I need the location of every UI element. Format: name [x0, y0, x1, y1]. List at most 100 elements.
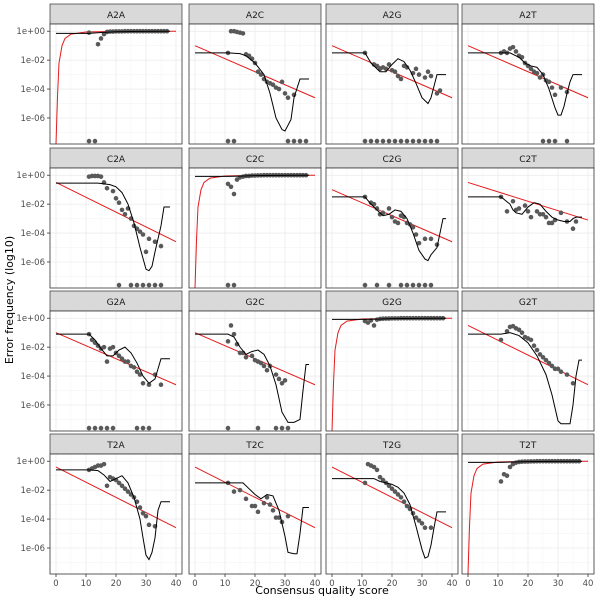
facet-panel-t2c: T2C	[188, 433, 322, 575]
fitted-error-line	[332, 317, 446, 320]
gridlines	[326, 168, 458, 288]
observed-point	[419, 521, 425, 526]
observed-point	[255, 509, 261, 515]
observed-point	[386, 206, 392, 211]
observed-point	[86, 30, 92, 35]
fitted-error-line	[332, 196, 446, 262]
observed-point	[225, 339, 231, 344]
observed-point	[528, 337, 534, 343]
observed-point	[531, 343, 537, 348]
observed-point	[140, 232, 146, 237]
zero-error-point	[255, 425, 261, 431]
observed-point	[534, 70, 540, 76]
gridlines	[462, 454, 594, 574]
panel-border	[188, 167, 322, 289]
observed-point	[413, 232, 419, 237]
observed-point	[380, 477, 386, 483]
observed-point	[540, 211, 546, 217]
facet-strip-label: A2G	[383, 11, 402, 21]
observed-point	[146, 522, 152, 528]
observed-point	[270, 82, 276, 88]
zero-error-point	[386, 282, 392, 288]
observed-point	[395, 220, 401, 226]
panel-marks	[55, 331, 177, 431]
observed-point	[498, 479, 504, 484]
expected-error-line	[55, 182, 177, 243]
observed-point	[395, 492, 401, 497]
observed-point	[249, 353, 255, 359]
observed-point	[516, 206, 522, 211]
zero-error-point	[303, 138, 309, 144]
gridlines	[50, 311, 182, 431]
observed-point	[428, 525, 434, 531]
observed-point	[413, 515, 419, 520]
fitted-error-line	[56, 469, 170, 561]
observed-point	[398, 495, 404, 500]
observed-point	[507, 464, 513, 470]
zero-error-point	[110, 425, 116, 431]
observed-point	[146, 236, 152, 242]
observed-point	[404, 65, 410, 70]
observed-point	[279, 79, 285, 85]
observed-point	[95, 343, 101, 348]
zero-error-point	[92, 138, 98, 144]
observed-point	[519, 330, 525, 335]
zero-error-point	[374, 138, 380, 144]
observed-point	[279, 380, 285, 386]
observed-point	[537, 75, 543, 80]
zero-error-point	[540, 138, 546, 144]
observed-point	[389, 486, 395, 491]
x-tick-label: 20	[111, 579, 122, 589]
panel-border	[461, 167, 595, 289]
y-tick-label: 1e+00	[16, 457, 45, 467]
observed-point	[362, 480, 368, 486]
observed-point	[95, 41, 101, 47]
panel-marks	[331, 315, 453, 431]
facet-panel-a2c: A2C	[188, 3, 322, 145]
observed-point	[549, 85, 555, 90]
observed-point	[510, 44, 516, 50]
observed-point	[276, 86, 282, 92]
panel-marks	[194, 466, 316, 555]
zero-error-point	[285, 138, 291, 144]
fitted-error-line	[468, 52, 582, 116]
x-tick-label: 30	[280, 579, 291, 589]
x-tick-label: 0	[465, 579, 470, 589]
observed-point	[534, 347, 540, 353]
observed-point	[122, 486, 128, 491]
observed-point	[104, 185, 110, 191]
zero-error-point	[552, 138, 558, 144]
zero-error-point	[404, 138, 410, 144]
observed-point	[137, 505, 143, 510]
facet-strip-label: C2G	[383, 155, 402, 165]
observed-point	[570, 226, 576, 232]
observed-point	[231, 489, 237, 494]
zero-error-point	[140, 425, 146, 431]
y-tick-label: 1e-04	[20, 515, 45, 525]
observed-point	[258, 72, 264, 77]
zero-error-point	[416, 138, 422, 144]
observed-point	[540, 354, 546, 360]
zero-error-point	[86, 138, 92, 144]
x-tick-label: 10	[493, 579, 504, 589]
observed-point	[401, 499, 407, 505]
zero-error-point	[134, 282, 140, 288]
observed-point	[98, 36, 104, 41]
observed-point	[546, 360, 552, 366]
zero-error-point	[422, 282, 428, 288]
observed-point	[98, 174, 104, 179]
observed-point	[116, 200, 122, 205]
observed-point	[261, 500, 267, 506]
observed-point	[252, 503, 258, 509]
zero-error-point	[116, 282, 122, 288]
zero-error-point	[362, 138, 368, 144]
expected-error-line	[55, 466, 177, 529]
panel-border	[188, 310, 322, 432]
zero-error-point	[128, 282, 134, 288]
observed-point	[549, 220, 555, 226]
observed-point	[137, 372, 143, 377]
panel-border	[188, 23, 322, 145]
observed-point	[273, 372, 279, 377]
fitted-error-line	[468, 196, 582, 222]
